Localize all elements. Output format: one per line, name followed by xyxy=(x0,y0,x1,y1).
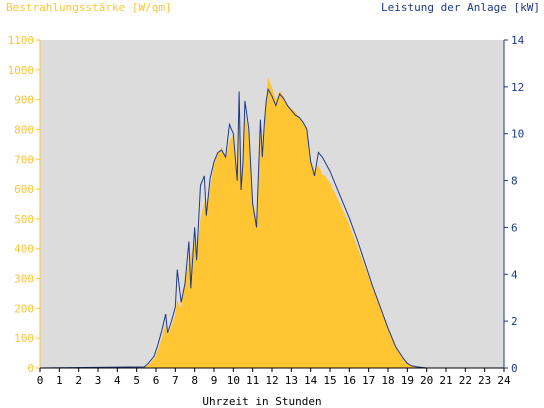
x-tick-label: 13 xyxy=(285,374,298,387)
y-tick-right-label: 14 xyxy=(511,34,525,47)
x-tick-label: 14 xyxy=(304,374,318,387)
x-tick-label: 5 xyxy=(133,374,140,387)
y-tick-right-label: 2 xyxy=(511,315,518,328)
y-tick-right-label: 6 xyxy=(511,221,518,234)
y-tick-right-label: 0 xyxy=(511,362,518,375)
y-axis-right-ticks: 0 2 4 6 8 10 12 14 xyxy=(504,34,525,375)
power-line xyxy=(39,87,504,369)
y-tick-left-label: 200 xyxy=(14,302,34,315)
left-axis-title: Bestrahlungsstärke [W/qm] xyxy=(6,1,172,14)
x-tick-label: 9 xyxy=(211,374,218,387)
x-tick-label: 23 xyxy=(478,374,491,387)
x-tick-label: 11 xyxy=(246,374,259,387)
y-tick-left-label: 800 xyxy=(14,123,34,136)
x-tick-label: 10 xyxy=(227,374,240,387)
x-tick-label: 2 xyxy=(75,374,82,387)
x-axis-ticks: 0 1 2 3 4 5 6 7 8 9 10 11 12 13 14 15 16 17 18 19 20 21 22 23 24 xyxy=(37,368,511,387)
x-tick-label: 22 xyxy=(459,374,472,387)
x-tick-label: 6 xyxy=(153,374,160,387)
y-tick-left-label: 0 xyxy=(27,362,34,375)
x-tick-label: 7 xyxy=(172,374,179,387)
y-tick-left-label: 1000 xyxy=(8,64,35,77)
x-tick-label: 8 xyxy=(191,374,198,387)
y-tick-left-label: 700 xyxy=(14,153,34,166)
y-tick-left-label: 900 xyxy=(14,94,34,107)
irradiance-area xyxy=(40,77,504,369)
x-tick-label: 16 xyxy=(343,374,356,387)
right-axis-title: Leistung der Anlage [kW] xyxy=(381,1,540,14)
x-tick-label: 15 xyxy=(323,374,336,387)
x-tick-label: 21 xyxy=(439,374,452,387)
y-tick-left-label: 1100 xyxy=(8,34,35,47)
y-tick-right-label: 10 xyxy=(511,128,524,141)
x-tick-label: 4 xyxy=(114,374,121,387)
y-tick-right-label: 4 xyxy=(511,268,518,281)
x-axis-title: Uhrzeit in Stunden xyxy=(202,395,321,408)
x-tick-label: 1 xyxy=(56,374,63,387)
x-tick-label: 18 xyxy=(381,374,394,387)
x-tick-label: 20 xyxy=(420,374,433,387)
y-tick-left-label: 600 xyxy=(14,183,34,196)
x-tick-label: 0 xyxy=(37,374,44,387)
y-tick-right-label: 8 xyxy=(511,175,518,188)
x-tick-label: 12 xyxy=(265,374,278,387)
y-tick-left-label: 300 xyxy=(14,273,34,286)
y-tick-left-label: 400 xyxy=(14,243,34,256)
x-tick-label: 3 xyxy=(95,374,102,387)
y-tick-right-label: 12 xyxy=(511,81,524,94)
x-tick-label: 24 xyxy=(497,374,511,387)
x-tick-label: 19 xyxy=(401,374,414,387)
y-tick-left-label: 500 xyxy=(14,213,34,226)
y-tick-left-label: 100 xyxy=(14,332,34,345)
x-tick-label: 17 xyxy=(362,374,375,387)
y-axis-left-ticks: 0 100 200 300 400 500 600 700 800 900 1000 1100 xyxy=(8,34,40,375)
